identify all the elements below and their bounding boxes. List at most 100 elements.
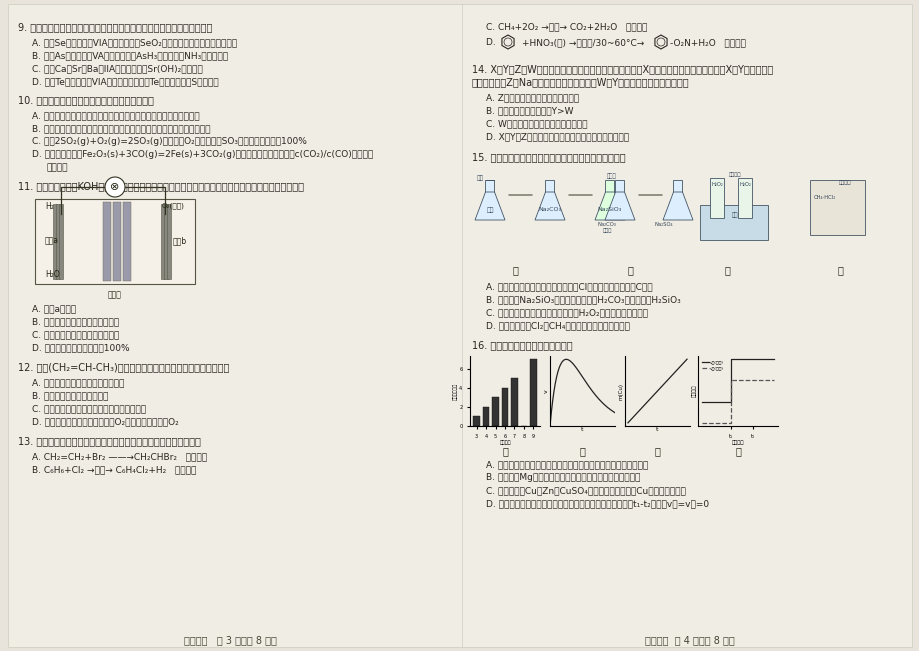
Text: A. 电极a为负极: A. 电极a为负极 — [32, 304, 76, 313]
Text: A. 实验室用过氧化氢分解制氧气，加入二氧化锰，反应速率明显加快: A. 实验室用过氧化氢分解制氧气，加入二氧化锰，反应速率明显加快 — [32, 111, 199, 120]
Text: B. 装置乙中Na₂SiO₃溶液变浑浊，说明H₂CO₃的酸性强于H₂SiO₃: B. 装置乙中Na₂SiO₃溶液变浑浊，说明H₂CO₃的酸性强于H₂SiO₃ — [485, 295, 680, 304]
Text: 11. 氢氧燃料电池以KOH溶液为电解质溶液，其工作原理如图所示。下列关于该燃料电池的说法正确的是: 11. 氢氧燃料电池以KOH溶液为电解质溶液，其工作原理如图所示。下列关于该燃料… — [18, 181, 303, 191]
Text: A. 图甲表示第二周期主族元素最高正化合价随原子序数的变化情况: A. 图甲表示第二周期主族元素最高正化合价随原子序数的变化情况 — [485, 460, 648, 469]
Legend: v正(反应), v逆(反应): v正(反应), v逆(反应) — [699, 358, 725, 372]
Y-axis label: 反应速率: 反应速率 — [691, 385, 696, 397]
Text: D.: D. — [485, 38, 498, 47]
v逆(反应) — [768, 376, 779, 384]
X-axis label: t: t — [655, 428, 658, 432]
Polygon shape — [605, 180, 614, 192]
Bar — [709, 178, 723, 218]
Y-axis label: v: v — [543, 389, 548, 393]
Text: Na₂SiO₃: Na₂SiO₃ — [597, 207, 621, 212]
Text: C. 丙烯燃烧的四氧化铁溶液褪色属于氧化反应: C. 丙烯燃烧的四氧化铁溶液褪色属于氧化反应 — [32, 404, 146, 413]
X-axis label: t: t — [581, 428, 584, 432]
Text: D. 该电池的能量转化率可达100%: D. 该电池的能量转化率可达100% — [32, 343, 130, 352]
Text: 氧化钙膜: 氧化钙膜 — [728, 172, 741, 177]
Polygon shape — [485, 180, 494, 192]
Text: -O₂N+H₂O   取代反应: -O₂N+H₂O 取代反应 — [669, 38, 745, 47]
Bar — [123, 202, 130, 281]
Bar — [737, 178, 751, 218]
Bar — [472, 417, 480, 426]
Polygon shape — [615, 180, 624, 192]
Text: A. Z元素的原子半径在同周期中最小: A. Z元素的原子半径在同周期中最小 — [485, 93, 578, 102]
Text: B. 最简单氢化物的沸点：Y>W: B. 最简单氢化物的沸点：Y>W — [485, 106, 573, 115]
Text: 盐酸: 盐酸 — [486, 207, 494, 213]
Text: 稀盐酸: 稀盐酸 — [607, 173, 617, 178]
Text: D. 图丁表示某一可逆反应的化学反应速率随时间的变化，且t₁-t₂时间内v正=v逆=0: D. 图丁表示某一可逆反应的化学反应速率随时间的变化，且t₁-t₂时间内v正=v… — [485, 499, 709, 508]
Text: B. 已知As是第四周期VA族的元素，故AsH₃的稳定性比NH₃的稳定性强: B. 已知As是第四周期VA族的元素，故AsH₃的稳定性比NH₃的稳定性强 — [32, 51, 228, 60]
Bar — [35, 199, 195, 284]
Text: H₂O: H₂O — [45, 270, 60, 279]
Line: v正(反应): v正(反应) — [701, 359, 774, 402]
Text: B. 乙烯可以用作水果的催熟剂: B. 乙烯可以用作水果的催熟剂 — [32, 391, 108, 400]
Text: C. 用装置丙探究相同时间内不同浓度H₂O₂分解产生的气体体积: C. 用装置丙探究相同时间内不同浓度H₂O₂分解产生的气体体积 — [485, 308, 647, 317]
v正(反应) — [724, 398, 735, 406]
Text: 电解质: 电解质 — [108, 290, 122, 299]
Text: 丙: 丙 — [653, 446, 660, 456]
Text: D. 用装置丁探究Cl₂与CH₄在光照条件下发生取代反应: D. 用装置丁探究Cl₂与CH₄在光照条件下发生取代反应 — [485, 321, 630, 330]
Text: 水浴: 水浴 — [731, 212, 737, 217]
Text: CH₄·HCl₂: CH₄·HCl₂ — [813, 195, 835, 200]
Text: ⊗: ⊗ — [110, 182, 119, 192]
Text: A. 丙烯与乙烯具有相同的碳氢质量比: A. 丙烯与乙烯具有相同的碳氢质量比 — [32, 378, 124, 387]
v逆(反应) — [724, 419, 735, 426]
Text: D. 相同质量的乙烯、丙烯与足量O₂反应消耗等质量的O₂: D. 相同质量的乙烯、丙烯与足量O₂反应消耗等质量的O₂ — [32, 417, 178, 426]
Text: D. X、Y、Z三种元素形成的常见化合物的水溶液显酸性: D. X、Y、Z三种元素形成的常见化合物的水溶液显酸性 — [485, 132, 629, 141]
Bar — [103, 202, 111, 281]
Text: Na₂CO₃: Na₂CO₃ — [538, 207, 561, 212]
Bar — [699, 205, 767, 240]
v正(反应) — [746, 355, 757, 363]
Text: 石灰水: 石灰水 — [602, 228, 611, 233]
Text: A. 装置甲中碳酸石灰水变浑浊，说明Cl元素的非金属性强于C元素: A. 装置甲中碳酸石灰水变浑浊，说明Cl元素的非金属性强于C元素 — [485, 282, 652, 291]
Text: B. 实验室用碳酸钙和盐酸反应制二氧化碳，用碳酸钙粉末比块状反应要快: B. 实验室用碳酸钙和盐酸反应制二氧化碳，用碳酸钙粉末比块状反应要快 — [32, 124, 210, 133]
Text: A. 已知Se是第四周期VIA族的元素，故SeO₂是下位性氧化物，可以与碱反应: A. 已知Se是第四周期VIA族的元素，故SeO₂是下位性氧化物，可以与碱反应 — [32, 38, 237, 47]
Text: C. CH₄+2O₂ →点燃→ CO₂+2H₂O   氧化反应: C. CH₄+2O₂ →点燃→ CO₂+2H₂O 氧化反应 — [485, 22, 647, 31]
Bar — [56, 204, 60, 279]
Text: 10. 下列有关化学反应速率与限度的说法错误的是: 10. 下列有关化学反应速率与限度的说法错误的是 — [18, 95, 153, 105]
Text: 的温室气体，Z与Na具有相同的电子层结构，W与Y同主族。下列说法正确的是: 的温室气体，Z与Na具有相同的电子层结构，W与Y同主族。下列说法正确的是 — [471, 77, 689, 87]
Text: 间而变化: 间而变化 — [47, 163, 68, 172]
Text: 化学试题   第 3 页（共 8 页）: 化学试题 第 3 页（共 8 页） — [184, 635, 276, 645]
Text: 乙: 乙 — [627, 265, 632, 275]
Text: 甲: 甲 — [512, 265, 517, 275]
Text: C. W元素的氧化物对应的水化物为强酸: C. W元素的氧化物对应的水化物为强酸 — [485, 119, 587, 128]
Text: +HNO₃(浓) →浓硫酸/30~60°C→: +HNO₃(浓) →浓硫酸/30~60°C→ — [521, 38, 643, 47]
Text: B. 该电池工作时，热能转化为电能: B. 该电池工作时，热能转化为电能 — [32, 317, 119, 326]
Polygon shape — [605, 192, 634, 220]
Text: D. 已知Te是第五周期VIA族的元素，故单质Te的熔点比单质S的熔点高: D. 已知Te是第五周期VIA族的元素，故单质Te的熔点比单质S的熔点高 — [32, 77, 219, 86]
Text: 9. 借助碱金属和卤族元素的性质递变规律分析下面的推断，其中错误的是: 9. 借助碱金属和卤族元素的性质递变规律分析下面的推断，其中错误的是 — [18, 22, 212, 32]
v逆(反应) — [696, 419, 707, 426]
Bar — [492, 397, 498, 426]
Text: 14. X、Y、Z、W是原子序数依次增大的短周期主族元素，X是形成物质种类最多的元素，X与Y能形成常见: 14. X、Y、Z、W是原子序数依次增大的短周期主族元素，X是形成物质种类最多的… — [471, 64, 772, 74]
Text: 化学试题  第 4 页（共 8 页）: 化学试题 第 4 页（共 8 页） — [644, 635, 734, 645]
Bar — [113, 202, 121, 281]
Text: 丙: 丙 — [723, 265, 729, 275]
Text: H₂: H₂ — [45, 202, 54, 211]
Text: D. 对于可逆反应：Fe₂O₃(s)+3CO(g)=2Fe(s)+3CO₂(g)，某温度下达到平衡时，c(CO₂)/c(CO)不再随时: D. 对于可逆反应：Fe₂O₃(s)+3CO(g)=2Fe(s)+3CO₂(g)… — [32, 150, 373, 159]
Text: A. CH₂=CH₂+Br₂ ——→CH₂CHBr₂   加成反应: A. CH₂=CH₂+Br₂ ——→CH₂CHBr₂ 加成反应 — [32, 452, 207, 461]
Polygon shape — [595, 192, 624, 220]
Text: C. 图丙表示由Cu、Zn、CuSO₄溶液构成的原电池中Cu电极的质量变化: C. 图丙表示由Cu、Zn、CuSO₄溶液构成的原电池中Cu电极的质量变化 — [485, 486, 686, 495]
Text: C. 已知Ca、Sr、Ba是IIA族的元素，故Sr(OH)₂可溶于水: C. 已知Ca、Sr、Ba是IIA族的元素，故Sr(OH)₂可溶于水 — [32, 64, 202, 73]
Y-axis label: 最高正化合价: 最高正化合价 — [452, 382, 458, 400]
Text: 盐酸: 盐酸 — [476, 175, 483, 180]
Text: 丁: 丁 — [836, 265, 842, 275]
Polygon shape — [474, 192, 505, 220]
v正(反应) — [746, 355, 757, 363]
Polygon shape — [545, 180, 554, 192]
Text: 12. 丙烯(CH₂=CH-CH₃)与乙烯具有相似的结构。下列说法错误的是: 12. 丙烯(CH₂=CH-CH₃)与乙烯具有相似的结构。下列说法错误的是 — [18, 362, 229, 372]
Text: 电极a: 电极a — [45, 236, 59, 245]
Y-axis label: m(Cu): m(Cu) — [618, 383, 623, 400]
Bar — [482, 407, 489, 426]
Text: O₂(空气): O₂(空气) — [162, 202, 185, 208]
Bar — [167, 204, 171, 279]
Bar — [59, 204, 62, 279]
Text: C. 反应2SO₂(g)+O₂(g)=2SO₃(g)中，增加O₂的量可以使SO₃的平衡转化率达到100%: C. 反应2SO₂(g)+O₂(g)=2SO₃(g)中，增加O₂的量可以使SO₃… — [32, 137, 307, 146]
Text: H₂O₂: H₂O₂ — [710, 182, 722, 187]
Text: 甲: 甲 — [502, 446, 507, 456]
Text: B. 图乙表示Mg与酸反应的速率变化，说明该反应为放热反应: B. 图乙表示Mg与酸反应的速率变化，说明该反应为放热反应 — [485, 473, 640, 482]
Text: 乙: 乙 — [579, 446, 584, 456]
Text: 15. 用下列实验装置进行相应实验，能达到实验目的的是: 15. 用下列实验装置进行相应实验，能达到实验目的的是 — [471, 152, 625, 162]
v逆(反应) — [746, 376, 757, 384]
